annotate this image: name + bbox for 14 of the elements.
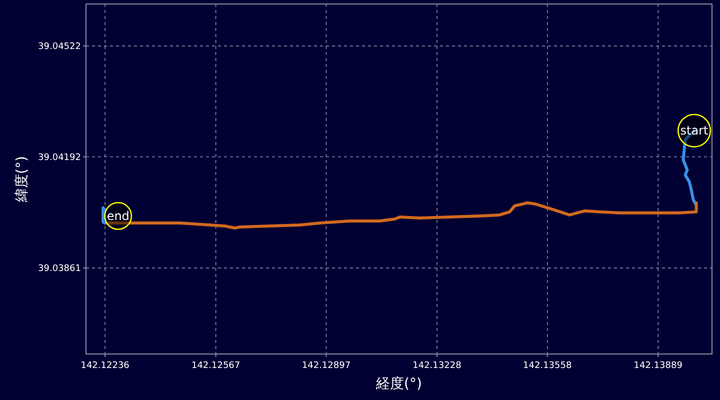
annotation: start: [680, 124, 709, 138]
y-axis-title: 緯度(°): [14, 156, 30, 203]
x-axis-title: 経度(°): [375, 376, 422, 392]
y-tick-label: 39.04522: [38, 42, 81, 52]
x-tick-label: 142.12567: [191, 361, 240, 371]
x-tick-label: 142.12236: [80, 361, 130, 371]
x-tick-label: 142.12897: [302, 361, 351, 371]
line-series: [104, 201, 698, 230]
y-tick-label: 39.04192: [38, 152, 81, 163]
x-tick-label: 142.13889: [634, 361, 683, 371]
x-tick-label: 142.13558: [523, 361, 572, 371]
x-tick-label: 142.13228: [412, 361, 462, 371]
annotation: end: [106, 208, 130, 223]
y-tick-label: 39.03861: [38, 264, 81, 274]
